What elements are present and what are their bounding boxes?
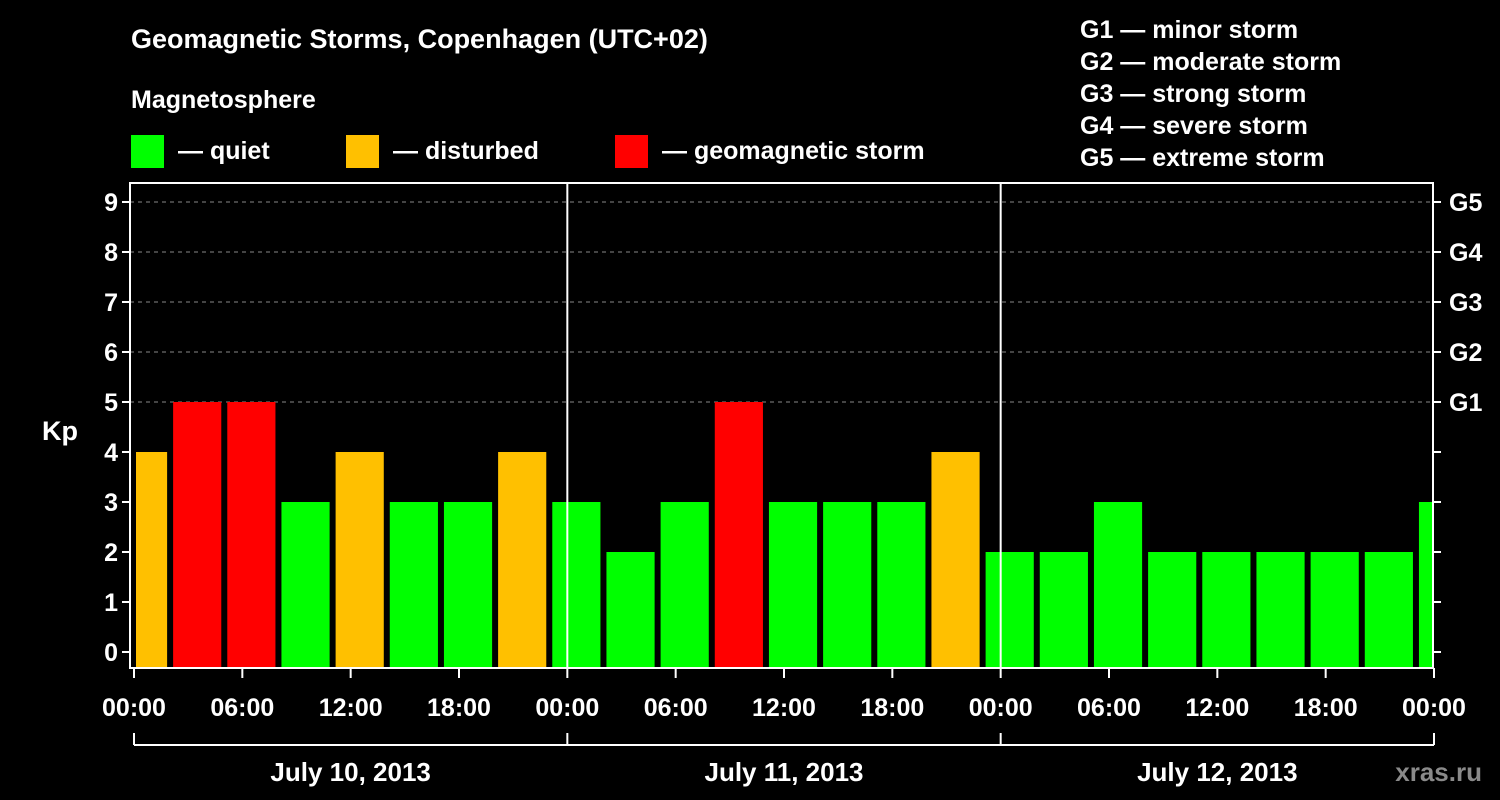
x-tick-label-2: 12:00 — [319, 694, 383, 722]
legend-item-disturbed: — disturbed — [346, 134, 539, 168]
kp-bar-21 — [1202, 552, 1251, 668]
kp-bar-23 — [1310, 552, 1359, 668]
plot-frame — [129, 182, 1434, 669]
kp-bar-10 — [606, 552, 655, 668]
legend-item-quiet: — quiet — [131, 134, 270, 168]
kp-bar-25 — [1418, 502, 1433, 668]
kp-bar-1 — [136, 452, 168, 668]
right-axis-label-g1: G1 — [1449, 389, 1482, 417]
day-label-2: July 11, 2013 — [704, 757, 863, 787]
kp-bar-2 — [173, 402, 222, 668]
x-tick-label-4: 00:00 — [535, 694, 599, 722]
y-tick-label-8: 8 — [104, 239, 118, 267]
kp-bar-5 — [335, 452, 384, 668]
right-axis-label-g3: G3 — [1449, 289, 1482, 317]
kp-bar-14 — [823, 502, 872, 668]
legend-item-storm: — geomagnetic storm — [615, 134, 925, 168]
x-tick-label-1: 06:00 — [210, 694, 274, 722]
storm-scale-g1: G1 — minor storm — [1080, 16, 1299, 44]
x-tick-label-3: 18:00 — [427, 694, 491, 722]
watermark: xras.ru — [1395, 757, 1482, 787]
y-tick-label-3: 3 — [104, 489, 118, 517]
x-tick-label-5: 06:00 — [644, 694, 708, 722]
kp-bar-16 — [931, 452, 980, 668]
y-tick-label-7: 7 — [104, 289, 118, 317]
storm-scale-legend: G1 — minor storm G2 — moderate storm G3 … — [1080, 14, 1341, 174]
kp-bar-7 — [443, 502, 493, 668]
kp-bar-6 — [389, 502, 438, 668]
legend-swatch-storm — [615, 134, 648, 168]
right-axis-label-g2: G2 — [1449, 339, 1482, 367]
kp-bar-12 — [714, 402, 763, 668]
y-tick-label-6: 6 — [104, 339, 118, 367]
kp-bar-8 — [498, 452, 547, 668]
chart-title: Geomagnetic Storms, Copenhagen (UTC+02) — [131, 24, 708, 54]
kp-bar-15 — [877, 502, 926, 668]
kp-bar-22 — [1256, 552, 1305, 668]
kp-bar-20 — [1148, 552, 1197, 668]
legend-swatch-disturbed — [346, 134, 379, 168]
storm-scale-g3: G3 — strong storm — [1080, 80, 1307, 108]
kp-bar-4 — [281, 502, 330, 668]
day-label-3: July 12, 2013 — [1137, 757, 1297, 787]
storm-scale-g4: G4 — severe storm — [1080, 112, 1308, 140]
x-tick-label-11: 18:00 — [1294, 694, 1358, 722]
right-axis-label-g4: G4 — [1449, 239, 1482, 267]
kp-bar-24 — [1364, 552, 1413, 668]
y-tick-label-1: 1 — [104, 589, 118, 617]
legend-heading: Magnetosphere — [131, 86, 316, 114]
y-tick-label-9: 9 — [104, 189, 118, 217]
x-tick-label-9: 06:00 — [1077, 694, 1141, 722]
kp-bar-13 — [768, 502, 818, 668]
kp-bar-18 — [1039, 552, 1088, 668]
x-tick-label-12: 00:00 — [1402, 694, 1466, 722]
y-tick-label-5: 5 — [104, 389, 118, 417]
legend-label-storm: — geomagnetic storm — [662, 136, 925, 165]
legend-swatch-quiet — [131, 134, 164, 168]
day-label-1: July 10, 2013 — [270, 757, 430, 787]
x-tick-label-7: 18:00 — [860, 694, 924, 722]
kp-bar-9 — [552, 502, 601, 668]
legend-label-disturbed: — disturbed — [393, 136, 539, 165]
storm-scale-g5: G5 — extreme storm — [1080, 144, 1325, 172]
kp-bar-11 — [660, 502, 709, 668]
y-tick-label-0: 0 — [104, 639, 118, 667]
x-tick-label-6: 12:00 — [752, 694, 816, 722]
kp-bar-3 — [227, 402, 276, 668]
storm-scale-g2: G2 — moderate storm — [1080, 48, 1342, 76]
y-tick-label-2: 2 — [104, 539, 118, 567]
right-axis-label-g5: G5 — [1449, 189, 1482, 217]
kp-bar-19 — [1093, 502, 1143, 668]
kp-bar-17 — [985, 552, 1034, 668]
x-tick-label-8: 00:00 — [969, 694, 1033, 722]
x-tick-label-10: 12:00 — [1185, 694, 1249, 722]
x-tick-label-0: 00:00 — [102, 694, 166, 722]
y-tick-label-4: 4 — [104, 439, 118, 467]
legend-label-quiet: — quiet — [178, 136, 270, 165]
y-axis-label: Kp — [42, 416, 78, 446]
